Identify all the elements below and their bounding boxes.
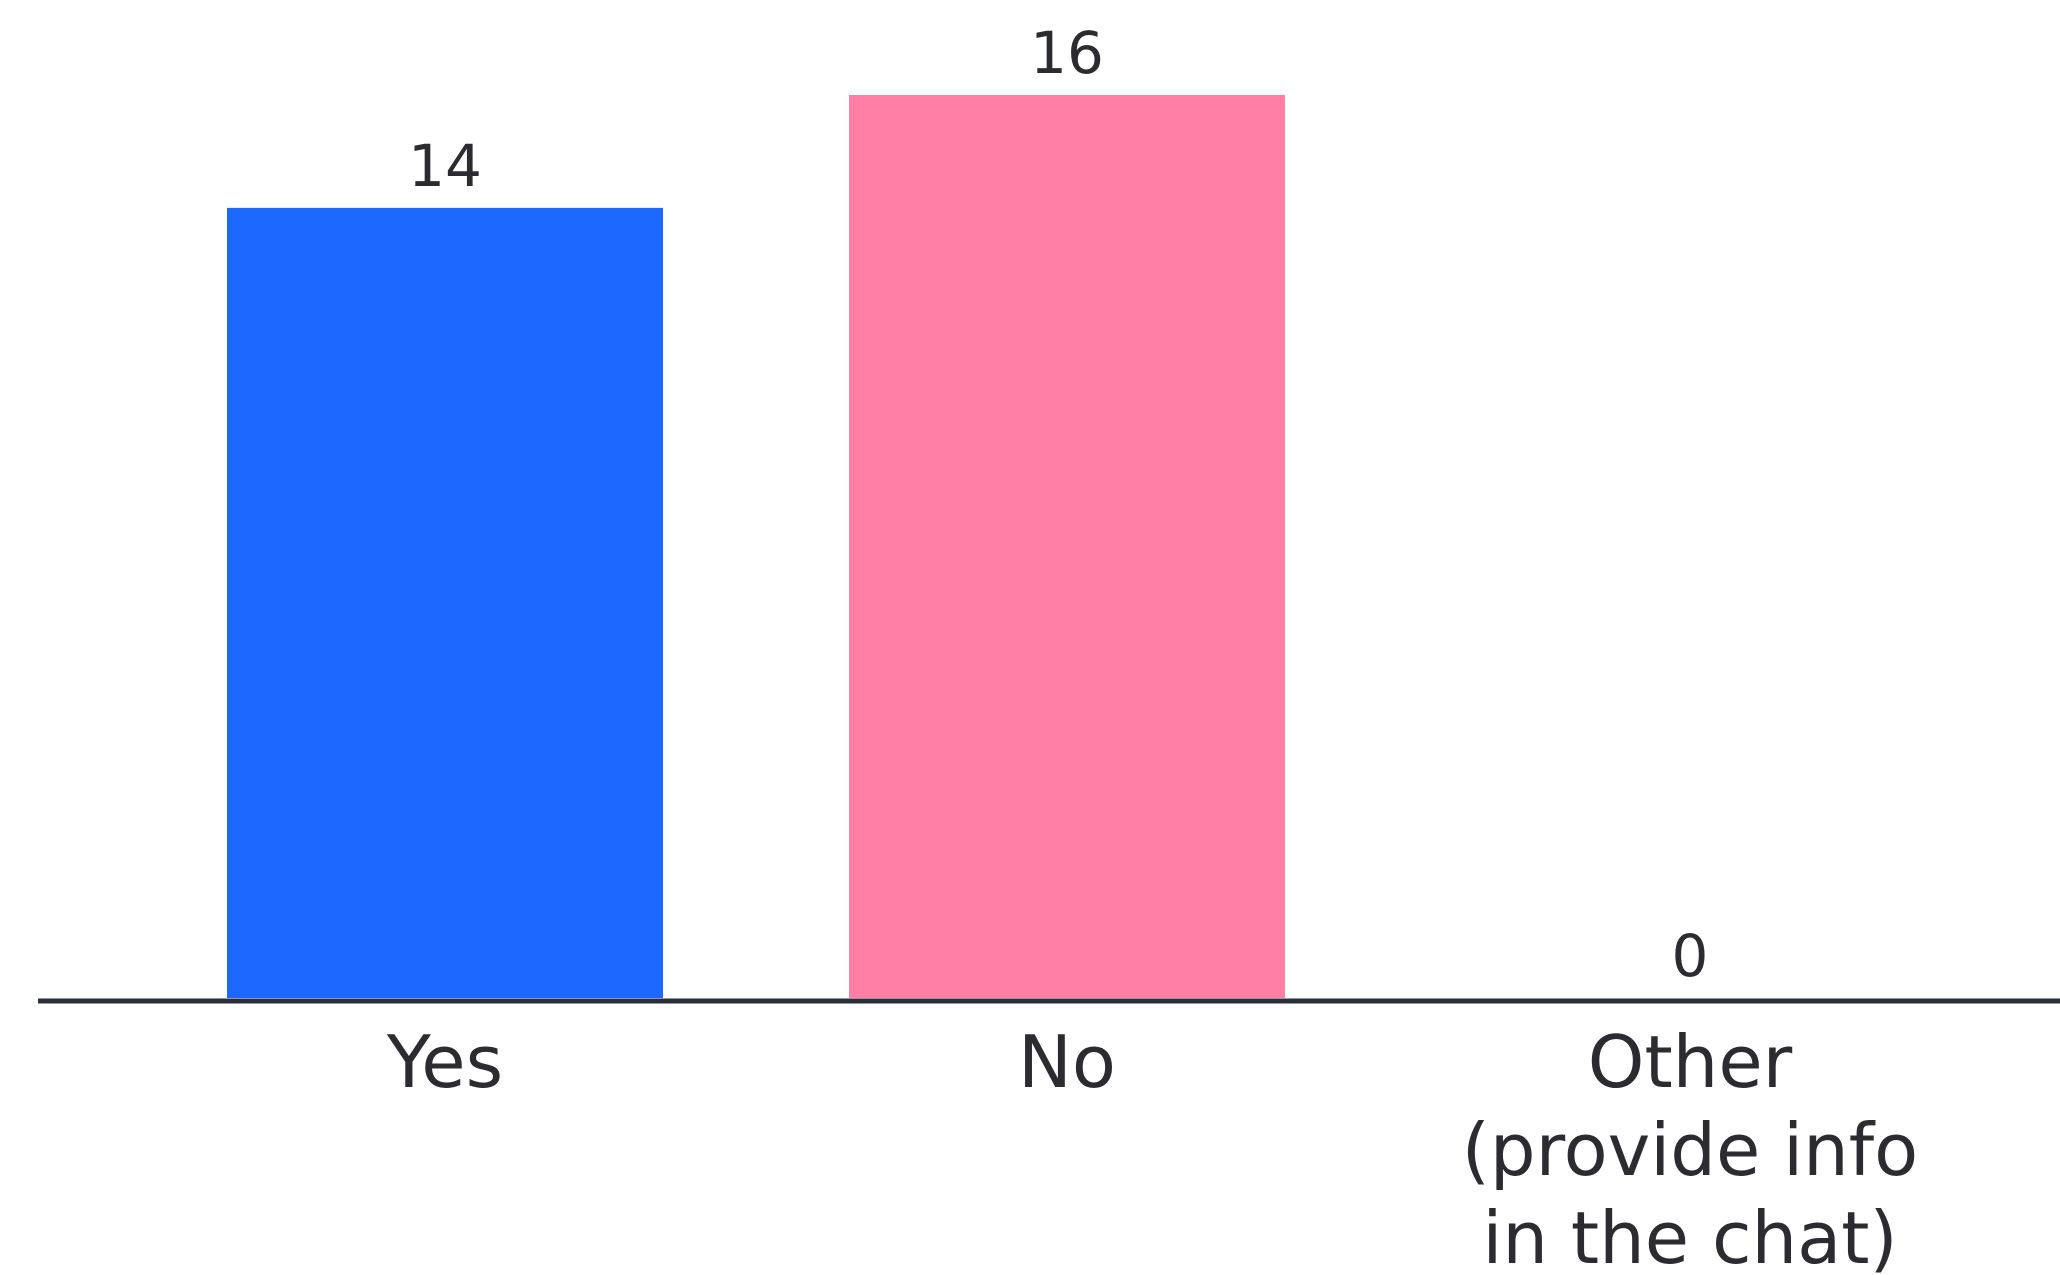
value-label-0: 14	[408, 132, 482, 200]
category-label-2-line-0: Other	[1588, 1020, 1793, 1104]
category-labels-group: Yes No Other (provide info in the chat)	[386, 1020, 1918, 1275]
category-label-2-line-1: (provide info	[1462, 1108, 1918, 1192]
category-label-0: Yes	[386, 1020, 503, 1104]
category-label-2-line-2: in the chat)	[1482, 1196, 1897, 1275]
bar-0	[227, 207, 663, 998]
bar-1	[849, 95, 1285, 998]
category-label-1: No	[1018, 1020, 1116, 1104]
category-label-2: Other (provide info in the chat)	[1462, 1020, 1918, 1275]
value-label-2: 0	[1672, 922, 1709, 990]
category-label-1-line-0: No	[1018, 1020, 1116, 1104]
bars-group	[227, 95, 1285, 998]
category-label-0-line-0: Yes	[386, 1020, 503, 1104]
value-labels-group: 14 16 0	[408, 19, 1708, 990]
value-label-1: 16	[1030, 19, 1104, 87]
